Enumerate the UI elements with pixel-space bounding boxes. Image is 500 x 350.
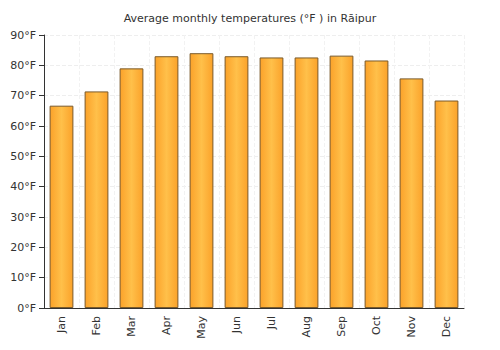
svg-text:Feb: Feb	[90, 316, 103, 335]
svg-text:Mar: Mar	[125, 316, 138, 337]
svg-text:50°F: 50°F	[10, 150, 36, 163]
svg-text:Aug: Aug	[300, 316, 313, 337]
svg-text:Oct: Oct	[370, 315, 383, 335]
svg-text:40°F: 40°F	[10, 180, 36, 193]
svg-text:May: May	[195, 316, 208, 339]
svg-text:Sep: Sep	[335, 316, 348, 337]
svg-text:20°F: 20°F	[10, 241, 36, 254]
svg-text:Jul: Jul	[265, 316, 278, 330]
svg-text:30°F: 30°F	[10, 211, 36, 224]
svg-text:Jan: Jan	[55, 316, 68, 334]
svg-text:0°F: 0°F	[17, 302, 36, 315]
svg-text:60°F: 60°F	[10, 120, 36, 133]
svg-text:Dec: Dec	[440, 316, 453, 337]
svg-text:Nov: Nov	[405, 316, 418, 338]
svg-text:10°F: 10°F	[10, 271, 36, 284]
svg-text:90°F: 90°F	[10, 29, 36, 42]
svg-text:Apr: Apr	[160, 316, 173, 336]
svg-text:70°F: 70°F	[10, 89, 36, 102]
svg-text:Jun: Jun	[230, 316, 243, 334]
svg-text:80°F: 80°F	[10, 59, 36, 72]
svg-text:Average monthly temperatures (: Average monthly temperatures (°F ) in Rā…	[124, 12, 377, 25]
